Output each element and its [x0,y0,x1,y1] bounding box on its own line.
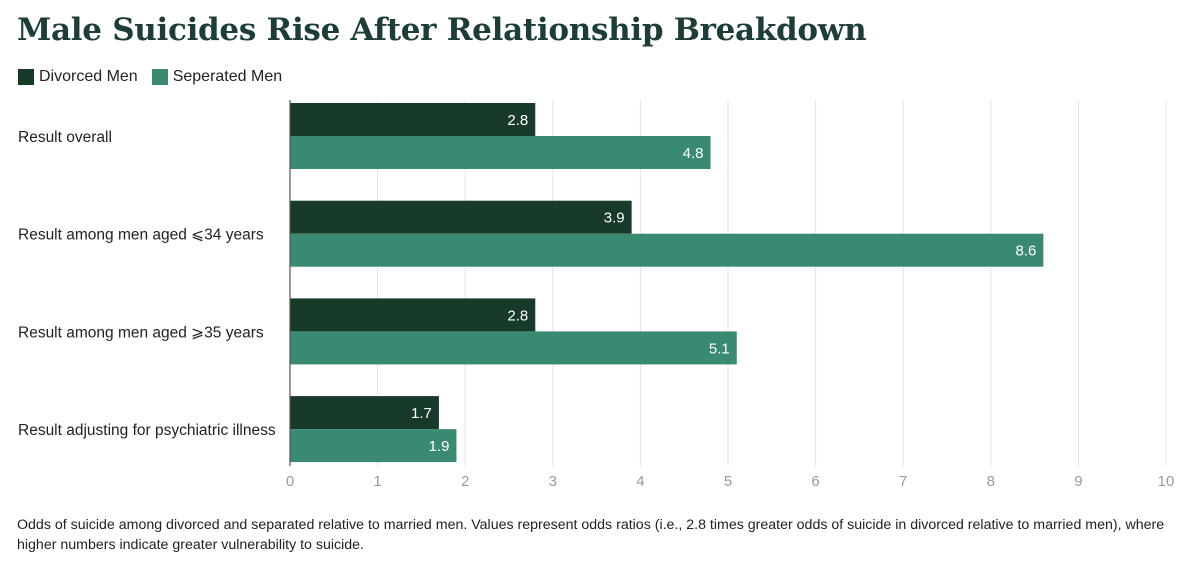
footnote: Odds of suicide among divorced and separ… [17,517,1165,553]
bar-separated-1 [290,233,1044,267]
data-label-separated-1: 8.6 [1016,243,1037,260]
legend: Divorced Men Seperated Men [18,68,296,86]
x-tick-label-9: 9 [1074,473,1082,490]
legend-swatch-divorced [18,69,34,85]
category-label-3: Result adjusting for psychiatric illness [18,422,276,439]
x-tick-label-2: 2 [461,473,469,490]
bar-separated-3 [290,429,457,463]
bar-divorced-1 [290,200,632,234]
bar-divorced-3 [290,396,439,430]
legend-swatch-separated [151,69,168,85]
legend-label-separated: Seperated Men [172,68,283,85]
data-label-divorced-2: 2.8 [507,307,528,324]
legend-label-divorced: Divorced Men [39,68,138,85]
category-label-1: Result among men aged ⩽34 years [18,227,264,244]
x-tick-label-7: 7 [899,473,907,490]
x-tick-label-3: 3 [549,473,557,490]
data-label-separated-3: 1.9 [429,438,450,455]
bar-separated-0 [290,136,711,169]
x-tick-label-10: 10 [1158,473,1175,490]
bar-divorced-2 [290,298,536,332]
category-label-2: Result among men aged ⩾35 years [18,324,264,341]
x-tick-label-8: 8 [987,473,995,490]
chart-title: Male Suicides Rise After Relationship Br… [17,12,867,48]
legend-item-separated: Seperated Men [151,68,283,86]
x-tick-label-6: 6 [811,473,819,490]
bar-separated-2 [290,331,737,365]
category-label-0: Result overall [18,129,112,146]
data-label-divorced-1: 3.9 [604,210,625,227]
legend-item-divorced: Divorced Men [18,68,138,86]
x-tick-label-5: 5 [724,473,732,490]
bar-divorced-0 [290,103,536,136]
x-tick-label-0: 0 [286,473,294,490]
data-label-separated-2: 5.1 [709,340,730,357]
bar-chart: 0 1 2 3 4 5 6 7 8 9 10 2.8 3.9 2.8 1.7 4.8 8.6 5.1 1.9 Resu… [18,100,1175,490]
data-label-divorced-3: 1.7 [411,405,432,422]
x-tick-label-4: 4 [636,473,644,490]
data-label-separated-0: 4.8 [683,145,704,162]
data-label-divorced-0: 2.8 [507,112,528,129]
x-tick-label-1: 1 [373,473,381,490]
